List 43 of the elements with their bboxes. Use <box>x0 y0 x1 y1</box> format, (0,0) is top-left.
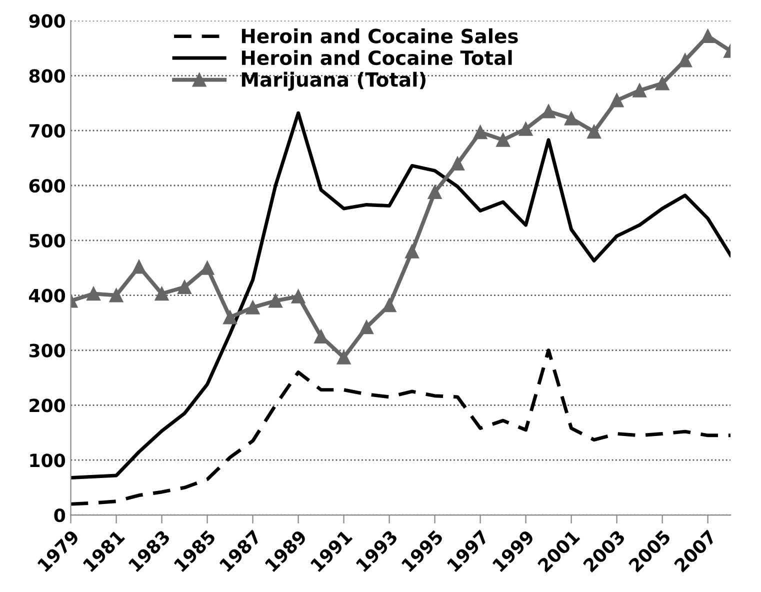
legend-label: Heroin and Cocaine Total <box>242 50 512 66</box>
point <box>542 104 556 118</box>
point <box>291 289 306 304</box>
point <box>655 76 670 90</box>
y-tick-label: 100 <box>30 454 66 468</box>
point <box>428 185 442 200</box>
point <box>405 244 419 258</box>
point <box>109 288 124 302</box>
y-tick-label: 0 <box>54 508 66 522</box>
point <box>223 310 237 324</box>
point <box>246 300 260 314</box>
point <box>450 156 464 170</box>
point <box>678 53 692 68</box>
point <box>200 260 214 275</box>
point <box>473 125 488 140</box>
point <box>268 294 282 308</box>
point <box>632 84 646 98</box>
y-tick-label: 700 <box>29 124 66 138</box>
point <box>382 298 396 312</box>
point <box>178 280 192 294</box>
y-tick-label: 600 <box>29 178 66 193</box>
y-tick-label: 300 <box>29 344 66 358</box>
point <box>610 93 624 108</box>
y-tick-label: 200 <box>30 398 66 412</box>
line-series <box>70 111 731 480</box>
point <box>360 320 374 334</box>
legend-label: Heroin and Cocaine Sales <box>242 28 518 44</box>
point <box>587 124 601 139</box>
line-series <box>70 348 731 506</box>
point <box>154 286 169 301</box>
point <box>336 350 351 364</box>
legend-label: Marijuana (Total) <box>242 72 426 91</box>
point <box>86 286 100 301</box>
point <box>132 260 146 274</box>
y-tick-label: 400 <box>29 288 66 302</box>
y-tick-label: 800 <box>29 69 66 83</box>
point <box>496 132 510 147</box>
y-tick-label: 500 <box>30 234 66 248</box>
y-tick-label: 900 <box>29 14 66 28</box>
point <box>700 29 715 44</box>
point <box>518 122 533 136</box>
point <box>314 330 328 344</box>
point <box>564 112 578 126</box>
